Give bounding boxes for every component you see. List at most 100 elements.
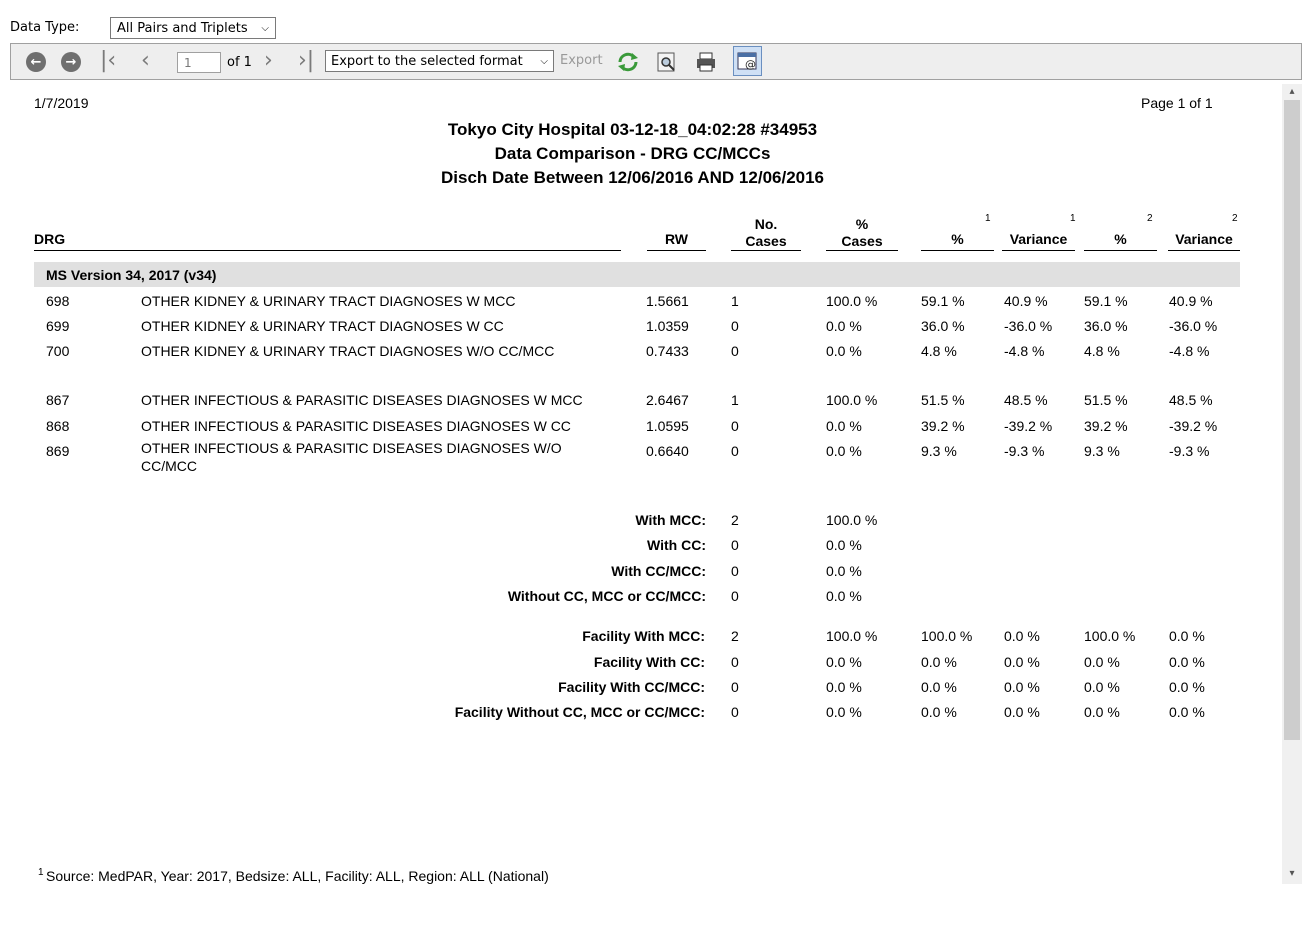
col-header-pct-2: % bbox=[1084, 231, 1157, 251]
summary-label: With MCC: bbox=[635, 512, 706, 528]
summary-cases: 0 bbox=[731, 563, 739, 579]
data-type-value: All Pairs and Triplets bbox=[117, 20, 248, 36]
summary-pct: 0.0 % bbox=[826, 588, 862, 604]
variance-2-value: -9.3 % bbox=[1169, 443, 1210, 459]
summary-pct: 0.0 % bbox=[826, 537, 862, 553]
email-icon: @ bbox=[737, 52, 757, 71]
rw-value: 1.5661 bbox=[646, 293, 689, 309]
facility-cases: 0 bbox=[731, 704, 739, 720]
scrollbar-thumb[interactable] bbox=[1284, 100, 1300, 740]
superscript-1: 1 bbox=[1070, 213, 1076, 224]
export-button[interactable]: Export bbox=[560, 53, 603, 68]
version-label: MS Version 34, 2017 (v34) bbox=[46, 267, 217, 283]
facility-variance-1: 0.0 % bbox=[1004, 654, 1040, 670]
col-header-drg: DRG bbox=[34, 231, 621, 251]
drg-description: OTHER INFECTIOUS & PARASITIC DISEASES DI… bbox=[141, 418, 571, 434]
superscript-2: 2 bbox=[1232, 213, 1238, 224]
pct-1-value: 59.1 % bbox=[921, 293, 965, 309]
facility-pct-2: 0.0 % bbox=[1084, 679, 1120, 695]
drg-code: 869 bbox=[46, 443, 70, 459]
first-page-icon[interactable]: |‹ bbox=[100, 48, 117, 73]
facility-pct: 0.0 % bbox=[826, 704, 862, 720]
variance-1-value: -4.8 % bbox=[1004, 343, 1045, 359]
col-header-pct-cases: % Cases bbox=[826, 216, 898, 251]
refresh-icon[interactable] bbox=[616, 51, 640, 73]
facility-pct-1: 100.0 % bbox=[921, 628, 973, 644]
page-count-label: of 1 bbox=[227, 55, 252, 70]
col-header-variance-1: Variance bbox=[1002, 231, 1075, 251]
superscript-1: 1 bbox=[985, 213, 991, 224]
col-header-pct-1: % bbox=[921, 231, 994, 251]
variance-2-value: 48.5 % bbox=[1169, 392, 1213, 408]
next-page-icon[interactable]: › bbox=[264, 48, 273, 73]
facility-label: Facility With CC: bbox=[593, 654, 705, 670]
export-format-select[interactable]: Export to the selected format ⌵ bbox=[325, 50, 554, 72]
facility-pct: 100.0 % bbox=[826, 628, 878, 644]
col-header-variance-2: Variance bbox=[1168, 231, 1240, 251]
superscript-2: 2 bbox=[1147, 213, 1153, 224]
summary-label: With CC/MCC: bbox=[611, 563, 706, 579]
drg-code: 867 bbox=[46, 392, 70, 408]
drg-description: OTHER KIDNEY & URINARY TRACT DIAGNOSES W… bbox=[141, 318, 504, 334]
pct-1-value: 9.3 % bbox=[921, 443, 957, 459]
find-icon[interactable] bbox=[655, 51, 679, 73]
print-icon[interactable] bbox=[694, 51, 718, 73]
cases-value: 0 bbox=[731, 443, 739, 459]
scroll-up-icon[interactable]: ▴ bbox=[1289, 86, 1295, 97]
variance-1-value: -36.0 % bbox=[1004, 318, 1053, 334]
pct-cases-value: 0.0 % bbox=[826, 318, 862, 334]
facility-label: Facility With MCC: bbox=[582, 628, 705, 644]
back-icon[interactable]: ← bbox=[26, 52, 46, 72]
last-page-icon[interactable]: ›| bbox=[298, 48, 315, 73]
drg-description: OTHER INFECTIOUS & PARASITIC DISEASES DI… bbox=[141, 440, 562, 474]
previous-page-icon[interactable]: ‹ bbox=[141, 48, 150, 73]
facility-pct: 0.0 % bbox=[826, 679, 862, 695]
report-toolbar: ← → |‹ ‹ 1 of 1 › ›| Export to the selec… bbox=[10, 43, 1302, 80]
version-group-header bbox=[34, 262, 1240, 287]
pct-2-value: 36.0 % bbox=[1084, 318, 1128, 334]
page-number-input[interactable]: 1 bbox=[177, 52, 221, 73]
drg-code: 868 bbox=[46, 418, 70, 434]
pct-2-value: 51.5 % bbox=[1084, 392, 1128, 408]
rw-value: 1.0359 bbox=[646, 318, 689, 334]
pct-cases-value: 0.0 % bbox=[826, 343, 862, 359]
email-button[interactable]: @ bbox=[733, 46, 762, 76]
pct-cases-value: 100.0 % bbox=[826, 392, 878, 408]
export-format-value: Export to the selected format bbox=[331, 53, 523, 69]
facility-variance-2: 0.0 % bbox=[1169, 679, 1205, 695]
pct-2-value: 59.1 % bbox=[1084, 293, 1128, 309]
report-date: 1/7/2019 bbox=[34, 95, 89, 111]
variance-1-value: -9.3 % bbox=[1004, 443, 1045, 459]
rw-value: 1.0595 bbox=[646, 418, 689, 434]
page-indicator: Page 1 of 1 bbox=[1141, 95, 1213, 111]
pct-cases-value: 0.0 % bbox=[826, 418, 862, 434]
summary-cases: 0 bbox=[731, 588, 739, 604]
pct-1-value: 36.0 % bbox=[921, 318, 965, 334]
drg-description: OTHER INFECTIOUS & PARASITIC DISEASES DI… bbox=[141, 392, 583, 408]
scroll-down-icon[interactable]: ▾ bbox=[1289, 868, 1295, 879]
drg-description: OTHER KIDNEY & URINARY TRACT DIAGNOSES W… bbox=[141, 293, 516, 309]
pct-cases-value: 100.0 % bbox=[826, 293, 878, 309]
data-type-label: Data Type: bbox=[10, 20, 80, 35]
rw-value: 0.7433 bbox=[646, 343, 689, 359]
facility-label: Facility With CC/MCC: bbox=[558, 679, 705, 695]
facility-variance-2: 0.0 % bbox=[1169, 704, 1205, 720]
report-date-range: Disch Date Between 12/06/2016 AND 12/06/… bbox=[440, 168, 825, 187]
cases-value: 0 bbox=[731, 343, 739, 359]
rw-value: 0.6640 bbox=[646, 443, 689, 459]
facility-pct-2: 0.0 % bbox=[1084, 654, 1120, 670]
forward-icon[interactable]: → bbox=[61, 52, 81, 72]
cases-value: 1 bbox=[731, 293, 739, 309]
pct-1-value: 4.8 % bbox=[921, 343, 957, 359]
variance-2-value: -36.0 % bbox=[1169, 318, 1218, 334]
footnote-text: Source: MedPAR, Year: 2017, Bedsize: ALL… bbox=[46, 868, 549, 884]
data-type-select[interactable]: All Pairs and Triplets ⌵ bbox=[110, 17, 276, 39]
variance-1-value: -39.2 % bbox=[1004, 418, 1053, 434]
summary-label: With CC: bbox=[647, 537, 706, 553]
facility-pct: 0.0 % bbox=[826, 654, 862, 670]
facility-label: Facility Without CC, MCC or CC/MCC: bbox=[454, 704, 705, 720]
facility-cases: 0 bbox=[731, 654, 739, 670]
chevron-down-icon: ⌵ bbox=[540, 55, 548, 67]
facility-cases: 0 bbox=[731, 679, 739, 695]
summary-cases: 2 bbox=[731, 512, 739, 528]
